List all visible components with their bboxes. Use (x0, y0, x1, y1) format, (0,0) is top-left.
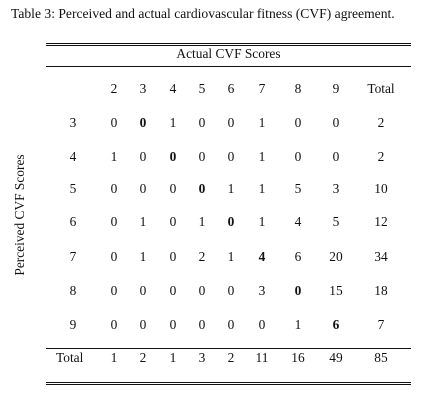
table-cell: 0 (110, 181, 118, 196)
column-group-header: Actual CVF Scores (176, 46, 281, 61)
table-cell: 1 (198, 214, 206, 229)
total-cell: 16 (291, 350, 305, 365)
table-cell: 0 (169, 317, 177, 332)
table-cell: 4 (258, 249, 266, 264)
column-header: 7 (258, 81, 266, 96)
table-cell: 1 (227, 249, 235, 264)
table-cell: 0 (332, 149, 340, 164)
bottom-rule-2 (46, 384, 411, 385)
table-cell: 1 (258, 214, 266, 229)
table-cell: 4 (294, 214, 302, 229)
table-cell: 0 (169, 181, 177, 196)
column-header: 9 (332, 81, 340, 96)
column-header: 6 (227, 81, 235, 96)
table-cell: 7 (377, 317, 385, 332)
table-cell: 0 (227, 149, 235, 164)
column-header: 8 (294, 81, 302, 96)
total-cell: 11 (255, 350, 269, 365)
total-cell: 1 (169, 350, 177, 365)
table-cell: 10 (374, 181, 388, 196)
table-cell: 1 (139, 214, 147, 229)
table-cell: 1 (169, 115, 177, 130)
table-cell: 2 (377, 115, 385, 130)
totals-label: Total (56, 350, 84, 365)
table-cell: 0 (110, 283, 118, 298)
table-cell: 2 (377, 149, 385, 164)
table-cell: 1 (258, 149, 266, 164)
table-caption: Table 3: Perceived and actual cardiovasc… (11, 6, 395, 21)
total-cell: 2 (227, 350, 235, 365)
row-label: 9 (69, 317, 77, 332)
table-cell: 20 (329, 249, 343, 264)
column-header: 4 (169, 81, 177, 96)
table-cell: 6 (332, 317, 340, 332)
total-cell: 3 (198, 350, 206, 365)
column-header: 5 (198, 81, 206, 96)
column-header: Total (367, 81, 395, 96)
total-cell: 85 (374, 350, 388, 365)
table-cell: 1 (110, 149, 118, 164)
total-cell: 2 (139, 350, 147, 365)
row-label: 5 (69, 181, 77, 196)
table-cell: 0 (227, 115, 235, 130)
table-cell: 0 (294, 115, 302, 130)
table-cell: 15 (329, 283, 343, 298)
table-cell: 34 (374, 249, 388, 264)
table-cell: 0 (110, 317, 118, 332)
table-cell: 12 (374, 214, 388, 229)
table-cell: 0 (139, 317, 147, 332)
table-cell: 0 (198, 283, 206, 298)
table-cell: 0 (110, 115, 118, 130)
table-cell: 5 (332, 214, 340, 229)
table-cell: 0 (227, 317, 235, 332)
bottom-rule-1 (46, 382, 411, 383)
table-cell: 0 (169, 149, 177, 164)
table-cell: 1 (227, 181, 235, 196)
table-cell: 0 (169, 249, 177, 264)
column-header: 2 (110, 81, 118, 96)
column-header: 3 (139, 81, 147, 96)
table-cell: 0 (198, 181, 206, 196)
row-label: 3 (69, 115, 77, 130)
table-cell: 0 (332, 115, 340, 130)
table-cell: 5 (294, 181, 302, 196)
table-cell: 0 (169, 283, 177, 298)
table-cell: 0 (294, 149, 302, 164)
table-cell: 0 (169, 214, 177, 229)
table-cell: 6 (294, 249, 302, 264)
table-cell: 3 (332, 181, 340, 196)
table-cell: 0 (294, 283, 302, 298)
table-cell: 0 (227, 283, 235, 298)
table-cell: 0 (139, 181, 147, 196)
row-label: 4 (69, 149, 77, 164)
table-cell: 2 (198, 249, 206, 264)
table-cell: 1 (139, 249, 147, 264)
table-cell: 0 (198, 317, 206, 332)
table-cell: 0 (110, 249, 118, 264)
table-cell: 0 (139, 149, 147, 164)
row-label: 7 (69, 249, 77, 264)
top-rule-2 (46, 45, 411, 46)
table-cell: 0 (258, 317, 266, 332)
table-cell: 0 (139, 115, 147, 130)
totals-top-rule (46, 348, 411, 349)
table-cell: 3 (258, 283, 266, 298)
table-cell: 0 (139, 283, 147, 298)
table-cell: 0 (198, 149, 206, 164)
row-label: 6 (69, 214, 77, 229)
row-axis-label: Perceived CVF Scores (12, 154, 27, 276)
table-cell: 0 (110, 214, 118, 229)
table-cell: 1 (258, 181, 266, 196)
total-cell: 49 (329, 350, 343, 365)
header-rule (46, 66, 411, 67)
total-cell: 1 (110, 350, 118, 365)
row-label: 8 (69, 283, 77, 298)
table-cell: 0 (198, 115, 206, 130)
top-rule-1 (46, 43, 411, 44)
table-cell: 1 (294, 317, 302, 332)
table-cell: 0 (227, 214, 235, 229)
table-cell: 18 (374, 283, 388, 298)
table-cell: 1 (258, 115, 266, 130)
